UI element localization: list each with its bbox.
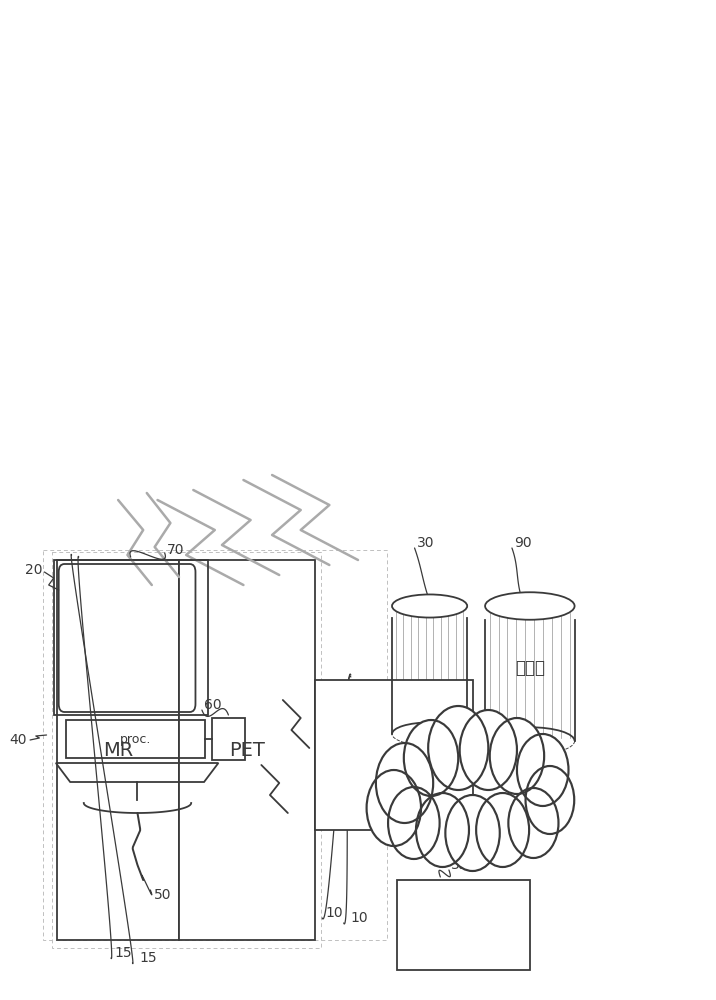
Text: 40: 40 <box>10 733 27 747</box>
Circle shape <box>460 710 517 790</box>
Bar <box>66 720 205 758</box>
Circle shape <box>376 743 433 823</box>
Bar <box>212 718 245 760</box>
Circle shape <box>388 787 440 859</box>
Bar <box>315 680 473 830</box>
Bar <box>179 560 315 940</box>
Text: PET: PET <box>229 740 265 760</box>
Circle shape <box>508 788 558 858</box>
Text: 30: 30 <box>417 536 434 550</box>
Text: 90: 90 <box>514 536 532 550</box>
Ellipse shape <box>485 592 575 620</box>
Text: MR: MR <box>103 740 133 760</box>
Text: 50: 50 <box>154 888 171 902</box>
Bar <box>57 560 179 940</box>
Circle shape <box>428 706 488 790</box>
Bar <box>52 552 321 948</box>
Text: 80: 80 <box>444 741 462 755</box>
Circle shape <box>490 718 544 794</box>
Ellipse shape <box>392 594 467 618</box>
Text: 60: 60 <box>204 698 222 712</box>
Text: 15: 15 <box>115 946 132 960</box>
Bar <box>397 880 530 970</box>
Text: 10: 10 <box>326 906 344 920</box>
Text: 70: 70 <box>167 543 184 557</box>
Text: 20: 20 <box>26 563 43 577</box>
Circle shape <box>517 734 569 806</box>
Circle shape <box>367 770 421 846</box>
Text: 模板库: 模板库 <box>515 659 545 677</box>
Bar <box>43 550 387 940</box>
Circle shape <box>526 766 574 834</box>
Circle shape <box>445 795 500 871</box>
Text: 15: 15 <box>140 951 158 965</box>
Text: proc.: proc. <box>120 732 151 746</box>
Text: 35: 35 <box>451 858 468 872</box>
Bar <box>54 560 208 715</box>
Circle shape <box>416 793 469 867</box>
Text: 10: 10 <box>351 911 369 925</box>
Circle shape <box>404 720 458 796</box>
Circle shape <box>476 793 529 867</box>
